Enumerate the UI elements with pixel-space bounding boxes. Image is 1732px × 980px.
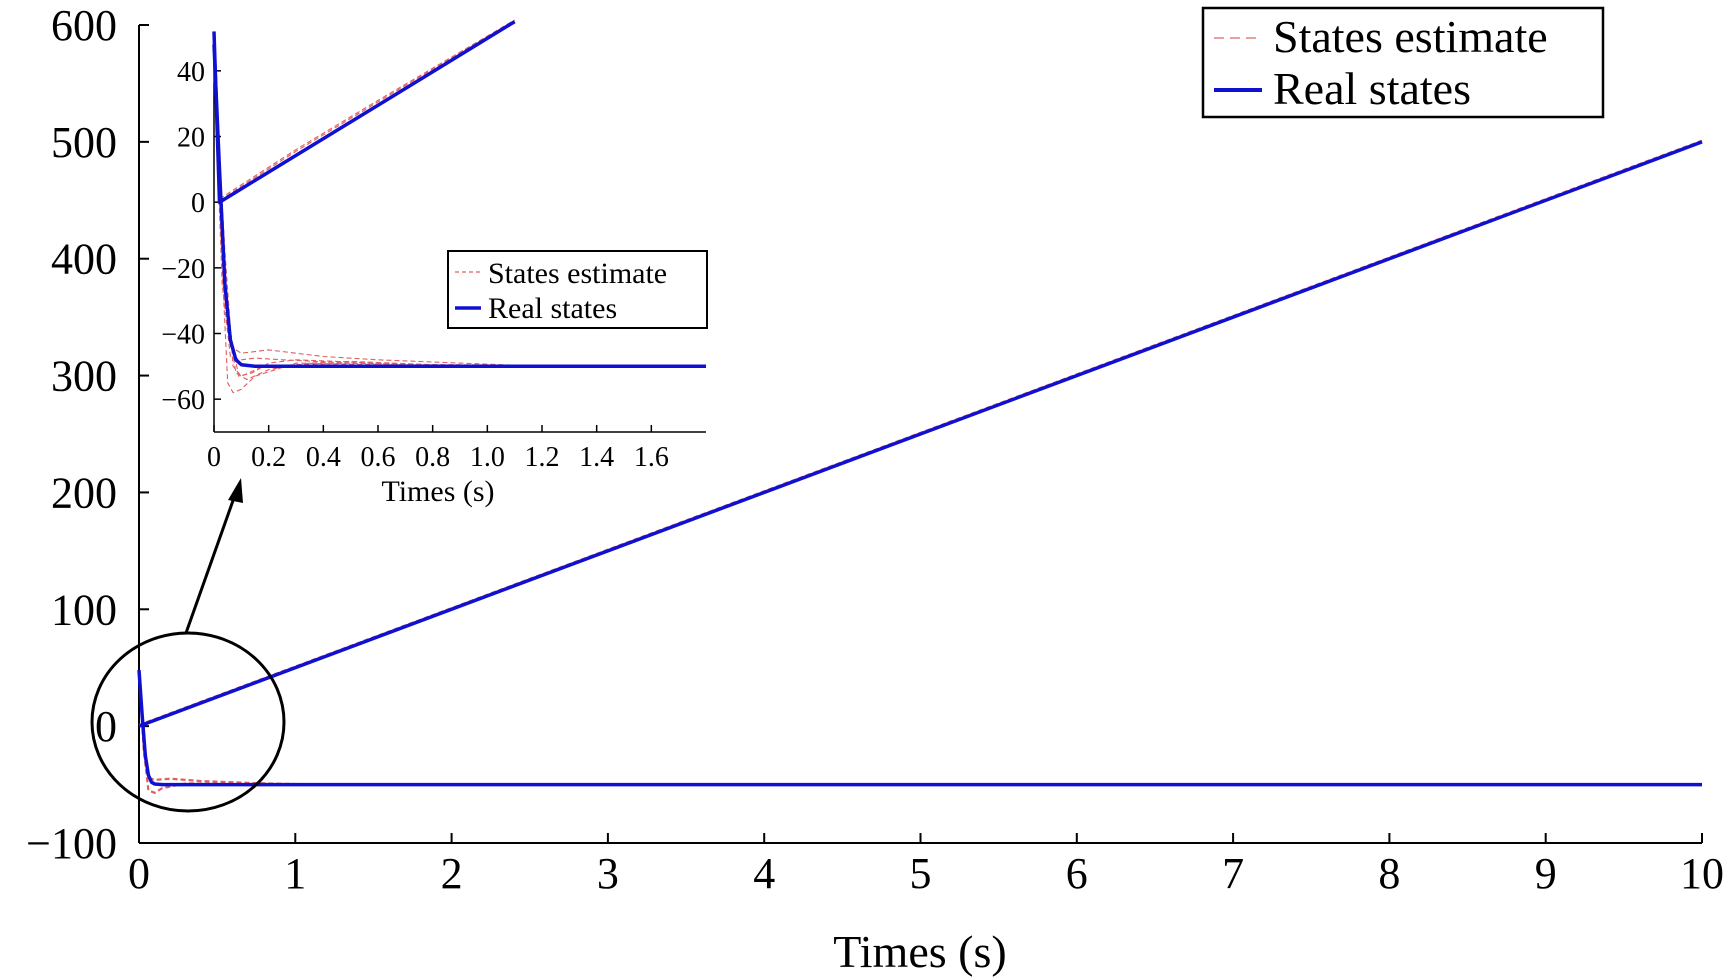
- zoom-arrow: [184, 494, 237, 634]
- main-y-tick-label: −100: [26, 819, 117, 868]
- inset-x-tick-label: 0.8: [415, 442, 450, 473]
- main-y-tick-label: 100: [51, 585, 117, 634]
- main-x-tick-label: 6: [1066, 849, 1088, 898]
- main-y-tick-label: 600: [51, 1, 117, 50]
- inset-series: [212, 19, 707, 394]
- main-series-line-estimate-3: [137, 673, 1702, 794]
- inset-legend-label-real: Real states: [488, 292, 617, 325]
- main-y-tick-label: 500: [51, 118, 117, 167]
- main-x-axis-label: Times (s): [833, 926, 1006, 977]
- inset-chart: 0 0.2 0.4 0.6 0.8 1.0 1.2 1.4 1.640200−20−40−60 …: [161, 19, 708, 508]
- inset-legend-label-estimate: States estimate: [488, 257, 667, 290]
- main-x-tick-label: 0: [128, 849, 150, 898]
- inset-x-tick-label: 0.6: [361, 442, 396, 473]
- inset-legend-box: [447, 250, 708, 329]
- inset-legend: States estimate Real states: [447, 250, 708, 329]
- main-x-tick-label: 4: [753, 849, 775, 898]
- main-legend: States estimate Real states: [1201, 6, 1605, 119]
- inset-y-tick-label: 0: [191, 188, 205, 219]
- main-x-tick-label: 2: [441, 849, 463, 898]
- zoom-circle: [90, 631, 286, 813]
- inset-series-line-real-1: [212, 44, 706, 369]
- main-series-line-real-1: [137, 669, 1702, 787]
- inset-series-line-real-0: [212, 20, 516, 204]
- inset-y-tick-label: 40: [177, 57, 205, 88]
- inset-series-line-estimate-2: [219, 19, 515, 200]
- inset-x-tick-label: 1.4: [579, 442, 614, 473]
- inset-series-line-estimate-6: [213, 70, 707, 381]
- main-y-tick-label: 400: [51, 235, 117, 284]
- inset-x-tick-label: 1.0: [470, 442, 505, 473]
- inset-x-tick-label: 0.2: [251, 442, 286, 473]
- main-legend-label-estimate: States estimate: [1273, 11, 1548, 62]
- inset-y-tick-label: 20: [177, 123, 205, 154]
- inset-series-line-estimate-8: [213, 77, 707, 377]
- inset-y-tick-label: −60: [161, 385, 205, 416]
- main-legend-label-real: Real states: [1273, 63, 1471, 114]
- inset-series-line-estimate-7: [213, 64, 707, 367]
- inset-y-tick-label: −40: [161, 320, 205, 351]
- inset-x-tick-label: 0.4: [306, 442, 341, 473]
- main-y-tick-label: 300: [51, 352, 117, 401]
- main-x-tick-label: 5: [910, 849, 932, 898]
- main-x-tick-label: 9: [1535, 849, 1557, 898]
- main-y-tick-label: 200: [51, 468, 117, 517]
- inset-x-tick-label: 0: [207, 442, 221, 473]
- inset-ticks: 0 0.2 0.4 0.6 0.8 1.0 1.2 1.4 1.6 40 20 0 −20 −40 −60: [161, 57, 669, 473]
- main-x-tick-label: 7: [1222, 849, 1244, 898]
- zoom-arrow-head: [228, 478, 243, 503]
- inset-x-axis-label: Times (s): [381, 475, 494, 508]
- inset-y-tick-label: −20: [161, 254, 205, 285]
- main-x-tick-label: 1: [284, 849, 306, 898]
- inset-x-tick-label: 1.6: [634, 442, 669, 473]
- inset-x-tick-label: 1.2: [525, 442, 560, 473]
- inset-series-line-estimate-4: [213, 54, 706, 394]
- main-y-tick-label: 0: [95, 702, 117, 751]
- main-x-tick-label: 10: [1680, 849, 1724, 898]
- main-legend-box: [1201, 6, 1605, 119]
- inset-series-line-estimate-3: [219, 35, 488, 201]
- main-x-tick-label: 8: [1378, 849, 1400, 898]
- main-series: [137, 139, 1703, 794]
- main-series-line-real-0: [138, 140, 1703, 728]
- main-x-tick-label: 3: [597, 849, 619, 898]
- main-series-line-estimate-4: [137, 674, 1702, 786]
